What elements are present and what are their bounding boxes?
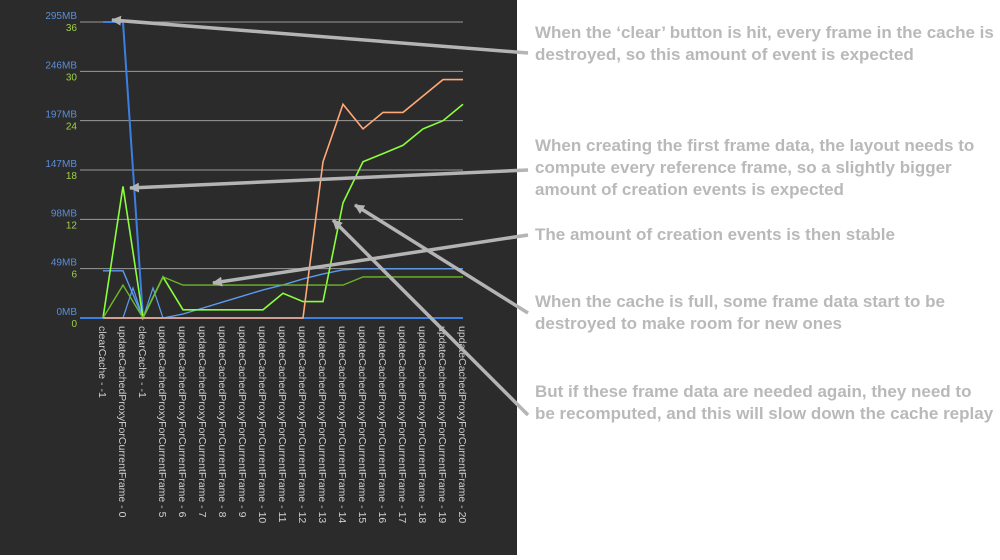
memory-tick-label: 49MB — [51, 258, 77, 269]
x-tick-label: updateCachedProxyForCurrentFrame - 8 — [216, 326, 228, 518]
memory-tick-label: 98MB — [51, 208, 77, 219]
annotation-arrow-3 — [354, 203, 529, 315]
x-tick-label: updateCachedProxyForCurrentFrame - 12 — [296, 326, 308, 523]
events-tick-label: 30 — [66, 72, 78, 83]
memory-tick-label: 197MB — [45, 110, 77, 121]
annotation-clear-destroyed: When the ‘clear’ button is hit, every fr… — [535, 23, 994, 64]
x-tick-label: updateCachedProxyForCurrentFrame - 17 — [396, 326, 408, 523]
x-tick-label: updateCachedProxyForCurrentFrame - 10 — [256, 326, 268, 523]
x-tick-label: updateCachedProxyForCurrentFrame - 0 — [116, 326, 128, 518]
annotation-creation-stable: The amount of creation events is then st… — [535, 225, 895, 244]
x-tick-label: updateCachedProxyForCurrentFrame - 18 — [416, 326, 428, 523]
events-tick-label: 6 — [71, 270, 77, 281]
x-tick-label: updateCachedProxyForCurrentFrame - 16 — [376, 326, 388, 523]
events-tick-label: 24 — [66, 122, 78, 133]
series-line-4 — [102, 276, 463, 320]
x-tick-label: updateCachedProxyForCurrentFrame - 5 — [156, 326, 168, 518]
memory-tick-label: 295MB — [45, 11, 77, 22]
x-tick-label: updateCachedProxyForCurrentFrame - 11 — [276, 326, 288, 523]
annotation-arrow-1 — [129, 168, 529, 193]
series-line-5 — [103, 78, 463, 319]
events-tick-label: 0 — [71, 319, 77, 330]
x-tick-label: updateCachedProxyForCurrentFrame - 14 — [336, 326, 348, 523]
x-tick-label: updateCachedProxyForCurrentFrame - 7 — [196, 326, 208, 518]
annotation-first-frame-creation: When creating the first frame data, the … — [535, 136, 975, 199]
x-tick-label: clearCache - -1 — [136, 326, 148, 398]
events-tick-label: 18 — [66, 171, 78, 182]
x-tick-label: clearCache - -1 — [96, 326, 108, 398]
events-tick-label: 12 — [66, 220, 78, 231]
x-tick-label: updateCachedProxyForCurrentFrame - 6 — [176, 326, 188, 518]
x-tick-label: updateCachedProxyForCurrentFrame - 9 — [236, 326, 248, 518]
memory-tick-label: 147MB — [45, 159, 77, 170]
annotation-arrow-0 — [111, 15, 529, 55]
x-tick-label: updateCachedProxyForCurrentFrame - 13 — [316, 326, 328, 523]
x-tick-label: updateCachedProxyForCurrentFrame - 15 — [356, 326, 368, 523]
memory-tick-label: 0MB — [56, 307, 77, 318]
events-tick-label: 36 — [66, 23, 78, 34]
annotation-cache-full: When the cache is full, some frame data … — [535, 292, 945, 333]
memory-tick-label: 246MB — [45, 60, 77, 71]
annotation-arrow-4 — [331, 218, 530, 417]
annotation-recompute: But if these frame data are needed again… — [535, 382, 994, 423]
x-tick-label: updateCachedProxyForCurrentFrame - 20 — [456, 326, 468, 523]
x-tick-label: updateCachedProxyForCurrentFrame - 19 — [436, 326, 448, 523]
chart-panel: 0MB 0 49MB 6 98MB 12 147MB 18 197MB 24 246MB 30 295M… — [0, 0, 517, 555]
